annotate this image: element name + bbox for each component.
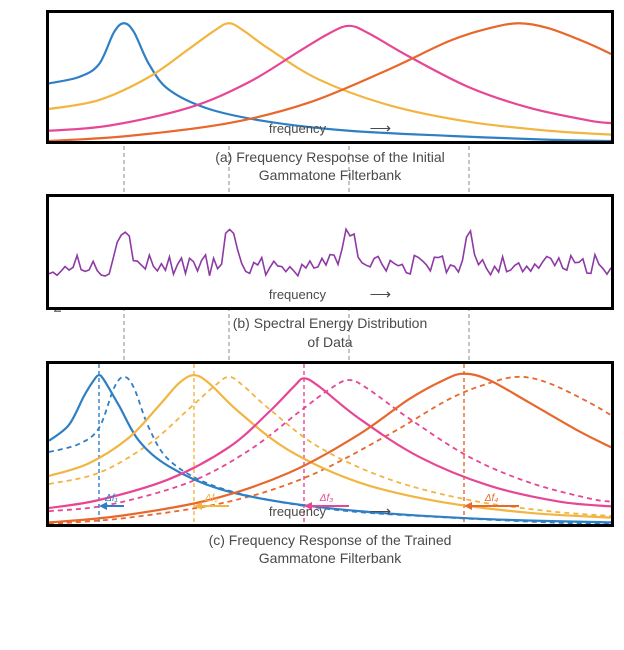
caption-a-line2: Gammatone Filterbank: [259, 167, 401, 183]
panel-b-caption: (b) Spectral Energy Distribution of Data: [46, 314, 614, 350]
panel-b: magnitude → frequency ⟶ (b) Spectral Ene…: [46, 194, 614, 350]
filter-3-trained: [49, 378, 611, 508]
caption-c-line2: Gammatone Filterbank: [259, 550, 401, 566]
x-axis-label-a: frequency ⟶: [269, 119, 391, 137]
x-axis-label-c: frequency ⟶: [269, 502, 391, 520]
panel-a: magnitude → frequency ⟶ (a) Frequency Re…: [46, 10, 614, 184]
delta-f1-label: Δf₁: [104, 493, 118, 504]
panel-c-box: Δf₁Δf₂Δf₃Δf₄ frequency ⟶: [46, 361, 614, 527]
panel-c: magnitude → Δf₁Δf₂Δf₃Δf₄ frequency ⟶ (c)…: [46, 361, 614, 567]
x-axis-text: frequency: [269, 121, 326, 136]
panel-b-box: frequency ⟶: [46, 194, 614, 310]
figure-root: magnitude → frequency ⟶ (a) Frequency Re…: [10, 10, 614, 567]
filter-2: [49, 23, 611, 134]
caption-a-line1: (a) Frequency Response of the Initial: [215, 149, 445, 165]
panel-c-svg: Δf₁Δf₂Δf₃Δf₄: [49, 364, 611, 524]
caption-c-line1: (c) Frequency Response of the Trained: [209, 532, 452, 548]
caption-b-line1: (b) Spectral Energy Distribution: [233, 315, 428, 331]
spectrum: [49, 230, 611, 277]
delta-f2-label: Δf₂: [204, 493, 218, 504]
x-axis-text: frequency: [269, 287, 326, 302]
panel-a-box: frequency ⟶: [46, 10, 614, 144]
caption-b-line2: of Data: [307, 334, 352, 350]
filter-3: [49, 26, 611, 131]
x-axis-text: frequency: [269, 504, 326, 519]
right-arrow-icon: ⟶: [370, 285, 392, 303]
right-arrow-icon: ⟶: [370, 119, 392, 137]
delta-f4-label: Δf₄: [484, 493, 499, 504]
right-arrow-icon: ⟶: [370, 502, 392, 520]
panel-c-caption: (c) Frequency Response of the Trained Ga…: [46, 531, 614, 567]
x-axis-label-b: frequency ⟶: [269, 285, 391, 303]
panel-a-caption: (a) Frequency Response of the Initial Ga…: [46, 148, 614, 184]
